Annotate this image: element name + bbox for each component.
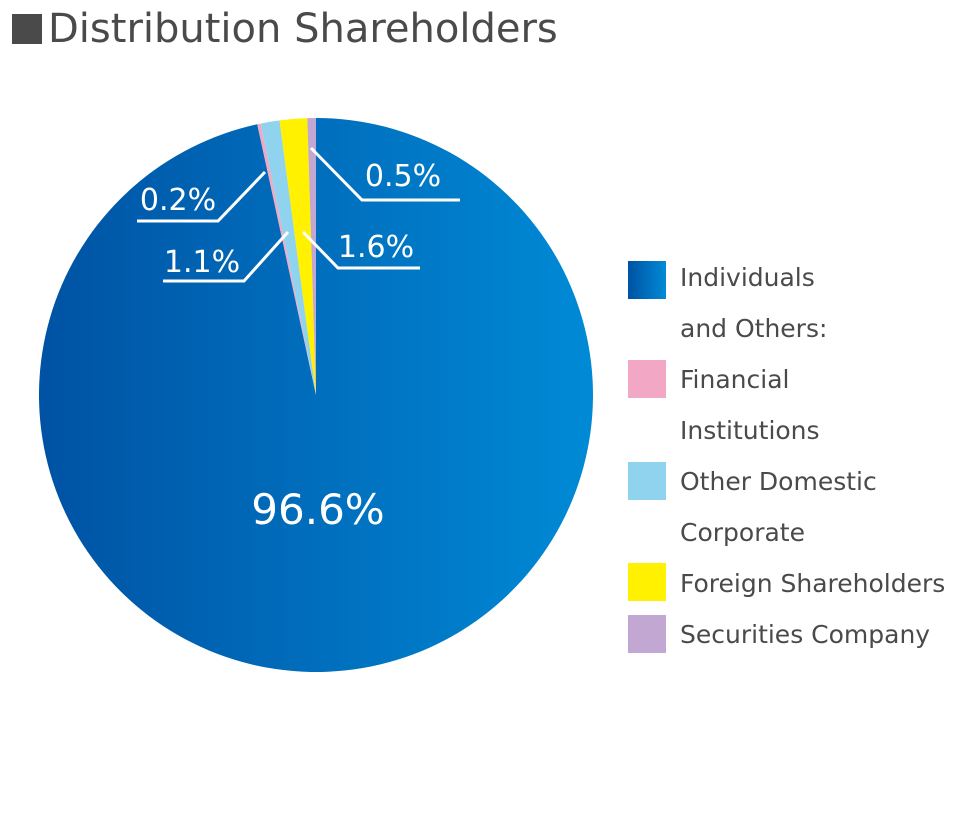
legend-label-individuals-1: Individuals [680, 263, 815, 292]
legend-swatch-securities [628, 615, 666, 653]
legend-label-financial-2: Institutions [680, 416, 820, 445]
leader-lines [137, 146, 460, 283]
pie-slice-other-domestic-corporate [260, 120, 316, 396]
legend-label-financial-1: Financial [680, 365, 790, 394]
legend-swatch-foreign [628, 563, 666, 601]
legend-label-other-domestic-1: Other Domestic [680, 467, 877, 496]
legend-label-individuals-2: and Others: [680, 314, 828, 343]
pie-slice-financial-institutions [257, 123, 316, 396]
data-label-individuals: 96.6% [251, 485, 385, 534]
legend-label-securities: Securities Company [680, 620, 931, 649]
title-square-icon [12, 14, 42, 44]
leader-line-financial [137, 170, 267, 223]
data-label-foreign: 1.6% [337, 230, 415, 265]
data-label-other-domestic: 1.1% [163, 245, 241, 280]
data-label-securities: 0.5% [364, 159, 442, 194]
leader-line-foreign [301, 230, 420, 270]
pie-slice-securities-company [307, 118, 316, 395]
chart-title-text: Distribution Shareholders [48, 6, 558, 52]
legend-label-foreign: Foreign Shareholders [680, 569, 946, 598]
legend-label-other-domestic-2: Corporate [680, 518, 805, 547]
pie-slice-foreign-shareholders [279, 118, 316, 395]
data-label-financial: 0.2% [139, 183, 217, 218]
leader-line-other-domestic [163, 230, 290, 283]
legend-swatch-financial [628, 360, 666, 398]
chart-title: Distribution Shareholders [12, 4, 558, 54]
legend-swatch-individuals [628, 261, 666, 299]
leader-line-securities [309, 146, 460, 202]
legend-swatch-other-domestic [628, 462, 666, 500]
